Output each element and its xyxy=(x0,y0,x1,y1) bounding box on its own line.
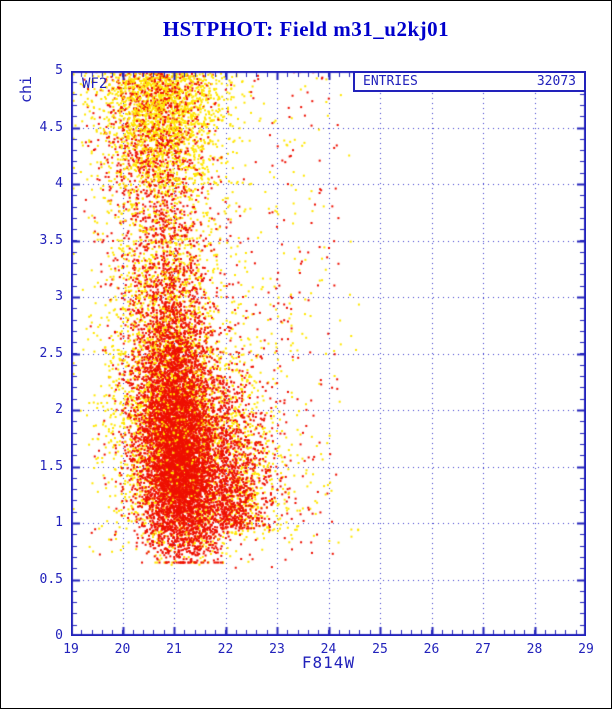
y-tick-label: 2 xyxy=(55,402,63,417)
y-tick-label: 3 xyxy=(55,289,63,304)
x-axis-label: F814W xyxy=(301,653,356,672)
page-title: HSTPHOT: Field m31_u2kj01 xyxy=(162,17,450,41)
x-tick-label: 28 xyxy=(526,642,543,657)
x-tick-label: 27 xyxy=(475,642,491,657)
detector-label: WF2 xyxy=(82,76,108,92)
x-tick-label: 25 xyxy=(372,642,388,657)
y-tick-label: 4.5 xyxy=(39,119,63,135)
x-tick-label: 22 xyxy=(217,642,234,657)
x-tick-label: 29 xyxy=(578,642,594,657)
y-tick-label: 1 xyxy=(55,515,63,530)
x-tick-label: 26 xyxy=(423,642,440,657)
entries-value: 32073 xyxy=(536,74,576,89)
y-tick-label: 2.5 xyxy=(39,345,63,361)
x-tick-label: 20 xyxy=(114,642,131,657)
y-tick-label: 5 xyxy=(55,63,63,78)
scatter-plot-canvas xyxy=(71,71,586,636)
entries-label: ENTRIES xyxy=(363,74,418,89)
y-axis-label: chi xyxy=(17,75,35,103)
y-tick-label: 0.5 xyxy=(39,571,63,587)
x-tick-label: 19 xyxy=(63,642,79,657)
x-tick-label: 23 xyxy=(269,642,285,657)
entries-box: ENTRIES 32073 xyxy=(353,71,586,92)
x-tick-label: 24 xyxy=(320,642,337,657)
y-tick-label: 3.5 xyxy=(39,232,63,248)
y-tick-label: 4 xyxy=(55,176,63,191)
x-tick-label: 21 xyxy=(166,642,182,657)
y-tick-label: 1.5 xyxy=(39,458,63,474)
y-tick-label: 0 xyxy=(55,628,63,643)
